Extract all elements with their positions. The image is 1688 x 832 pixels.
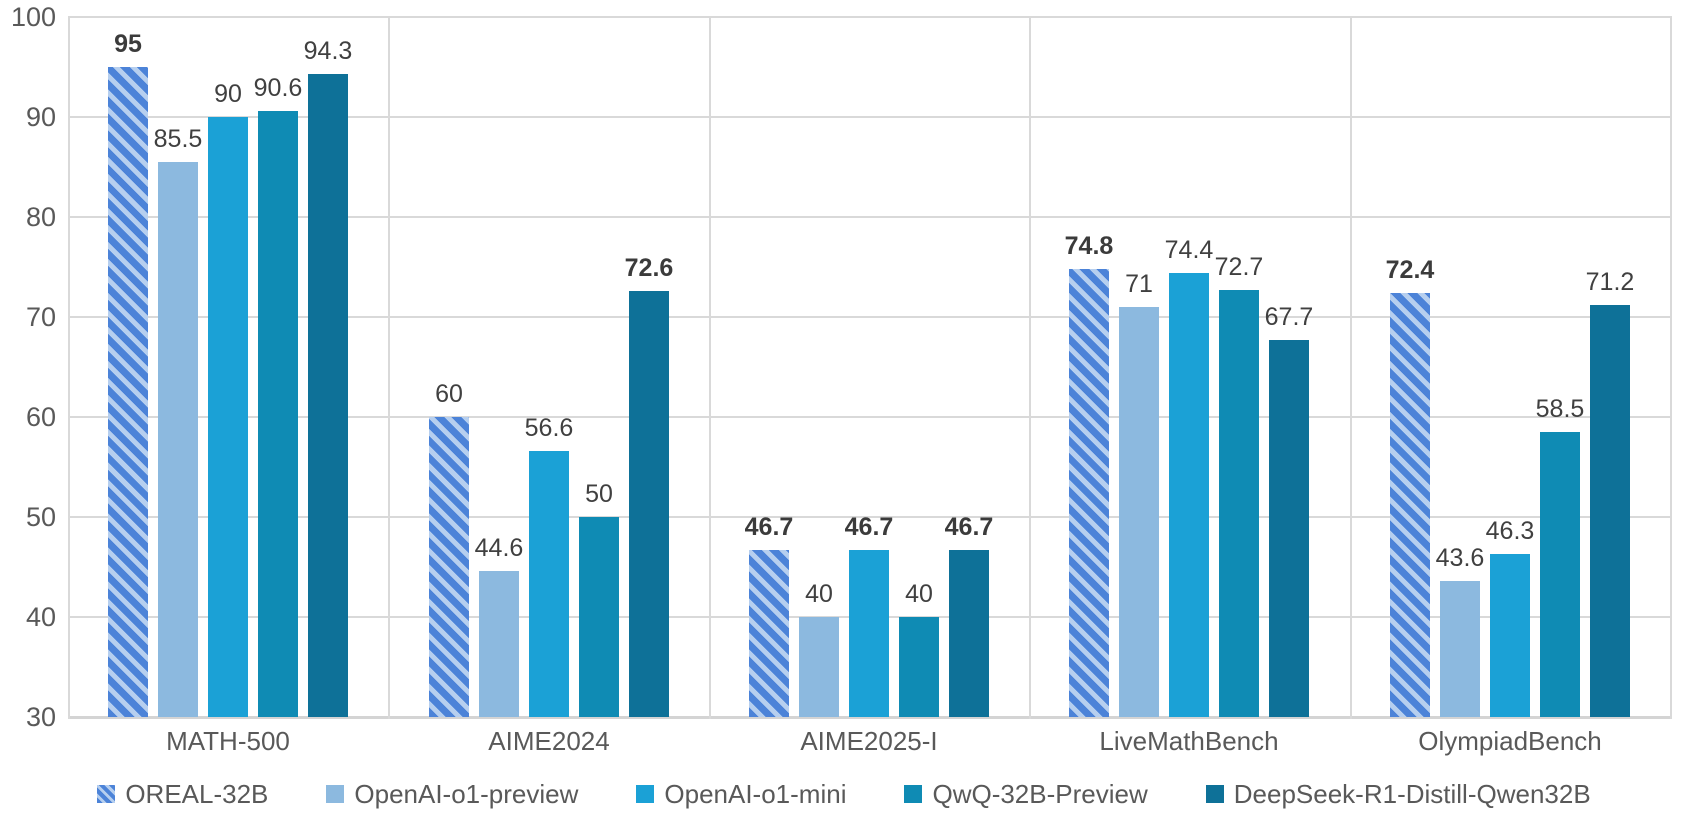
category-separator [709, 17, 711, 719]
bar-value-label: 90.6 [253, 74, 303, 102]
legend: OREAL-32B OpenAI-o1-preview OpenAI-o1-mini… [0, 772, 1688, 816]
bar-value-label: 90 [214, 80, 242, 108]
bar-value-label: 67.7 [1264, 303, 1314, 331]
category-label: OlympiadBench [1418, 726, 1602, 756]
category-separator [1350, 17, 1352, 719]
bar [1069, 269, 1109, 717]
bar [849, 550, 889, 717]
category-label: AIME2025-I [800, 726, 938, 756]
bar [899, 617, 939, 717]
bar-value-label: 44.6 [474, 534, 524, 562]
bar [158, 162, 198, 717]
bar-value-label: 40 [805, 580, 833, 608]
bar [1269, 340, 1309, 717]
legend-swatch [1205, 785, 1224, 803]
category-separator [1670, 17, 1672, 719]
y-gridline [68, 516, 1672, 518]
y-tick-label: 40 [25, 602, 56, 632]
legend-label: OpenAI-o1-mini [664, 779, 847, 809]
bar [799, 617, 839, 717]
legend-label: QwQ-32B-Preview [932, 779, 1148, 809]
bar-value-label: 72.7 [1214, 253, 1264, 281]
legend-swatch [97, 785, 116, 803]
y-tick-label: 100 [10, 2, 56, 32]
bar [1490, 554, 1530, 717]
bar [629, 291, 669, 717]
bar [1590, 305, 1630, 717]
bar-value-label: 95 [114, 30, 142, 58]
bar-value-label: 74.4 [1164, 236, 1214, 264]
y-tick-label: 30 [25, 702, 56, 732]
bar [208, 117, 248, 717]
bar [258, 111, 298, 717]
bar-value-label: 72.4 [1385, 256, 1435, 284]
bar [1169, 273, 1209, 717]
bar-value-label: 71 [1125, 270, 1153, 298]
legend-item: DeepSeek-R1-Distill-Qwen32B [1205, 779, 1591, 809]
category-separator [388, 17, 390, 719]
bar-value-label: 50 [585, 480, 613, 508]
category-label: LiveMathBench [1099, 726, 1279, 756]
bar-value-label: 43.6 [1435, 544, 1485, 572]
legend-item: OpenAI-o1-mini [636, 779, 846, 809]
bar-value-label: 46.7 [744, 513, 794, 541]
legend-item: QwQ-32B-Preview [904, 779, 1148, 809]
bar [529, 451, 569, 717]
bar-value-label: 71.2 [1585, 268, 1635, 296]
y-tick-label: 90 [25, 102, 56, 132]
legend-swatch [326, 785, 345, 803]
bar-value-label: 46.3 [1485, 517, 1535, 545]
legend-label: OREAL-32B [125, 779, 269, 809]
bar-value-label: 85.5 [153, 125, 203, 153]
y-gridline [68, 216, 1672, 218]
bar [1390, 293, 1430, 717]
bar [749, 550, 789, 717]
bar-value-label: 58.5 [1535, 395, 1585, 423]
bar [949, 550, 989, 717]
bar-value-label: 74.8 [1064, 232, 1114, 260]
category-separator [68, 17, 70, 719]
bar [1219, 290, 1259, 717]
y-gridline [68, 316, 1672, 318]
y-tick-label: 70 [25, 302, 56, 332]
y-gridline [68, 16, 1672, 18]
bar-value-label: 94.3 [303, 37, 353, 65]
bar [308, 74, 348, 717]
bar [1540, 432, 1580, 717]
bar [1440, 581, 1480, 717]
bar-value-label: 40 [905, 580, 933, 608]
y-tick-label: 80 [25, 202, 56, 232]
legend-label: OpenAI-o1-preview [354, 779, 579, 809]
legend-item: OREAL-32B [97, 779, 268, 809]
bar-value-label: 72.6 [624, 254, 674, 282]
category-label: AIME2024 [488, 726, 610, 756]
bar [108, 67, 148, 717]
y-tick-label: 60 [25, 402, 56, 432]
legend-swatch [636, 785, 655, 803]
category-label: MATH-500 [166, 726, 290, 756]
y-gridline [68, 416, 1672, 418]
y-gridline [68, 116, 1672, 118]
bar [429, 417, 469, 717]
bar-value-label: 46.7 [844, 513, 894, 541]
legend-swatch [904, 785, 923, 803]
bar-value-label: 46.7 [944, 513, 994, 541]
category-separator [1029, 17, 1031, 719]
legend-item: OpenAI-o1-preview [326, 779, 578, 809]
bar-value-label: 56.6 [524, 414, 574, 442]
legend-label: DeepSeek-R1-Distill-Qwen32B [1233, 779, 1591, 809]
bar [479, 571, 519, 717]
bar-value-label: 60 [435, 380, 463, 408]
y-gridline [68, 716, 1672, 719]
bar [579, 517, 619, 717]
y-tick-label: 50 [25, 502, 56, 532]
bar [1119, 307, 1159, 717]
